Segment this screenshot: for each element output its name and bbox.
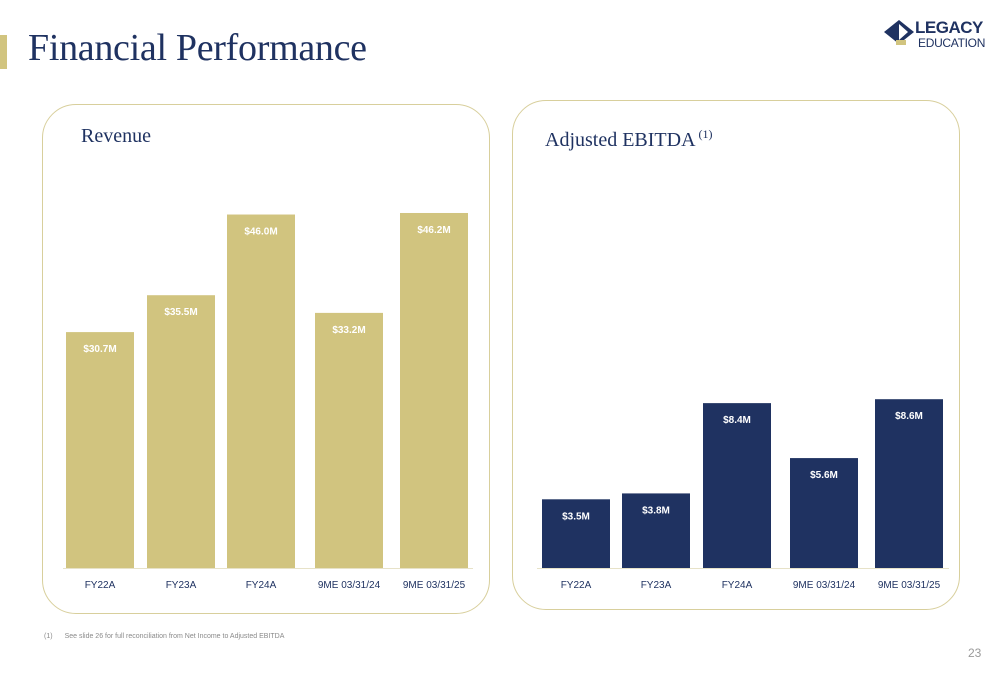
revenue-bar-1 xyxy=(66,332,134,568)
ebitda-tick-label-2: FY23A xyxy=(641,580,672,591)
ebitda-tick-label-1: FY22A xyxy=(561,580,592,591)
revenue-data-label-5: $46.2M xyxy=(417,225,450,236)
revenue-chart: $30.7M FY22A $35.5M FY23A $46.0M FY24A $33.2M 9… xyxy=(63,212,473,591)
footnote-marker: (1) xyxy=(44,633,53,640)
revenue-tick-label-5: 9ME 03/31/25 xyxy=(403,580,466,591)
ebitda-data-label-4: $5.6M xyxy=(810,470,838,481)
ebitda-tick-label-4: 9ME 03/31/24 xyxy=(793,580,856,591)
ebitda-tick-label-5: 9ME 03/31/25 xyxy=(878,580,941,591)
revenue-chart-title: Revenue xyxy=(81,125,151,147)
page-number: 23 xyxy=(968,646,982,660)
ebitda-bar-2 xyxy=(622,493,690,568)
ebitda-chart-title: Adjusted EBITDA (1) xyxy=(545,127,713,151)
revenue-data-label-1: $30.7M xyxy=(83,344,116,355)
footnote-reference: (1) xyxy=(698,127,713,141)
revenue-tick-label-3: FY24A xyxy=(246,580,277,591)
ebitda-data-label-2: $3.8M xyxy=(642,505,670,516)
graduation-cap-icon xyxy=(884,20,914,45)
revenue-data-label-3: $46.0M xyxy=(244,227,277,238)
revenue-tick-label-1: FY22A xyxy=(85,580,116,591)
ebitda-bar-1 xyxy=(542,499,610,568)
ebitda-bar-5 xyxy=(875,399,943,568)
ebitda-chart: $3.5M FY22A $3.8M FY23A $8.4M FY24A $5.6M 9ME 0… xyxy=(537,399,949,591)
ebitda-panel: Adjusted EBITDA (1) $3.5M FY22A $3.8M FY23A $… xyxy=(512,100,960,610)
ebitda-tick-label-3: FY24A xyxy=(722,580,753,591)
ebitda-data-label-1: $3.5M xyxy=(562,511,590,522)
company-logo: LEGACY EDUCATION xyxy=(884,18,986,52)
footnote-text: See slide 26 for full reconciliation fro… xyxy=(64,633,285,640)
revenue-bar-5 xyxy=(400,212,468,568)
revenue-tick-label-4: 9ME 03/31/24 xyxy=(318,580,381,591)
revenue-tick-label-2: FY23A xyxy=(166,580,197,591)
revenue-data-label-2: $35.5M xyxy=(164,307,197,318)
revenue-panel: Revenue $30.7M FY22A $35.5M FY23A $46.0M FY24… xyxy=(42,104,490,614)
ebitda-bar-4 xyxy=(790,458,858,568)
revenue-bar-4 xyxy=(315,312,383,568)
footnote: (1) See slide 26 for full reconciliation … xyxy=(44,633,284,640)
revenue-bar-2 xyxy=(147,295,215,568)
revenue-bar-3 xyxy=(227,214,295,568)
ebitda-bar-3 xyxy=(703,403,771,568)
ebitda-data-label-5: $8.6M xyxy=(895,411,923,422)
logo-wordmark-top: LEGACY xyxy=(915,18,983,37)
ebitda-data-label-3: $8.4M xyxy=(723,415,751,426)
revenue-data-label-4: $33.2M xyxy=(332,325,365,336)
logo-wordmark-bottom: EDUCATION xyxy=(918,36,986,50)
page-title: Financial Performance xyxy=(28,27,367,69)
title-accent-bar xyxy=(0,35,7,69)
